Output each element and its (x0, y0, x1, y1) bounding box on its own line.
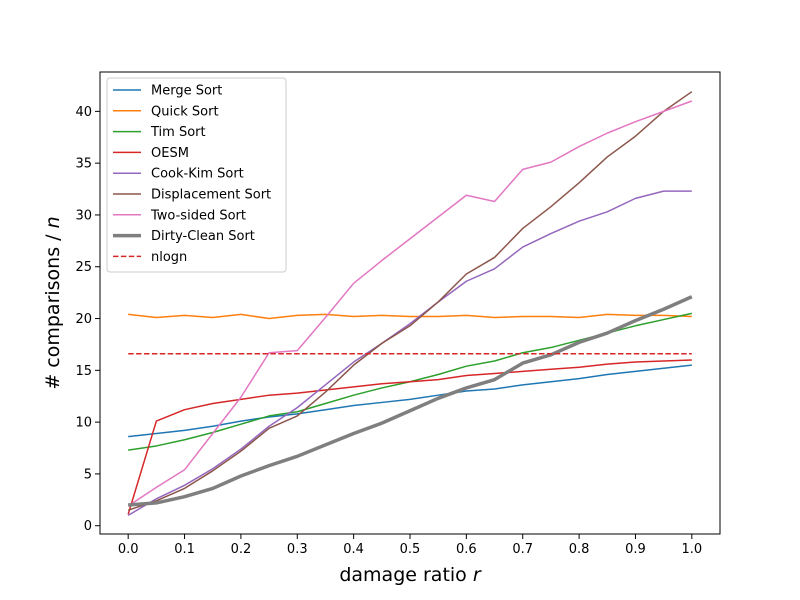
x-axis: 0.0 0.1 0.2 0.3 0.4 0.5 0.6 0.7 0.8 0.9 1.0 (118, 534, 702, 557)
y-tick-label: 20 (75, 312, 92, 327)
x-tick-label: 0.6 (456, 542, 477, 557)
series-line-6 (127, 100, 693, 507)
x-tick-label: 0.4 (343, 542, 364, 557)
x-tick-label: 0.5 (400, 542, 421, 557)
legend-label-2: Tim Sort (150, 125, 206, 140)
legend-label-5: Displacement Sort (151, 188, 271, 203)
legend-label-7: Dirty-Clean Sort (151, 229, 255, 244)
y-axis: 0 5 10 15 20 25 30 35 40 (75, 105, 100, 534)
legend: Merge Sort Quick Sort Tim Sort OESM Cook-Kim… (106, 77, 287, 273)
legend-label-1: Quick Sort (151, 104, 219, 119)
y-tick-label: 40 (75, 105, 92, 120)
y-tick-label: 0 (84, 519, 92, 534)
y-tick-label: 30 (75, 208, 92, 223)
series-line-0 (128, 364, 692, 438)
legend-label-4: Cook-Kim Sort (151, 167, 244, 182)
series-line-7 (128, 295, 693, 507)
series-line-3 (127, 359, 692, 515)
y-axis-label: # comparisons / n (42, 216, 64, 389)
y-tick-label: 15 (75, 364, 92, 379)
series-line-4 (127, 190, 692, 516)
legend-label-8: nlogn (151, 250, 187, 265)
x-tick-label: 0.2 (231, 542, 252, 557)
x-tick-label: 0.8 (569, 542, 590, 557)
plot-lines (127, 91, 693, 516)
x-tick-label: 0.9 (625, 542, 646, 557)
y-tick-label: 5 (84, 467, 92, 482)
x-tick-label: 1.0 (681, 542, 702, 557)
legend-label-0: Merge Sort (151, 84, 222, 99)
legend-label-6: Two-sided Sort (150, 208, 246, 223)
y-tick-label: 35 (75, 157, 92, 172)
x-axis-label: damage ratio r (339, 564, 482, 586)
y-tick-label: 25 (75, 260, 92, 275)
x-tick-label: 0.3 (287, 542, 308, 557)
y-tick-label: 10 (75, 416, 92, 431)
x-tick-label: 0.1 (174, 542, 195, 557)
legend-box (106, 77, 287, 273)
series-line-5 (127, 91, 693, 511)
legend-label-3: OESM (151, 146, 189, 161)
x-tick-label: 0.0 (118, 542, 139, 557)
x-tick-label: 0.7 (512, 542, 533, 557)
series-line-1 (128, 313, 692, 320)
